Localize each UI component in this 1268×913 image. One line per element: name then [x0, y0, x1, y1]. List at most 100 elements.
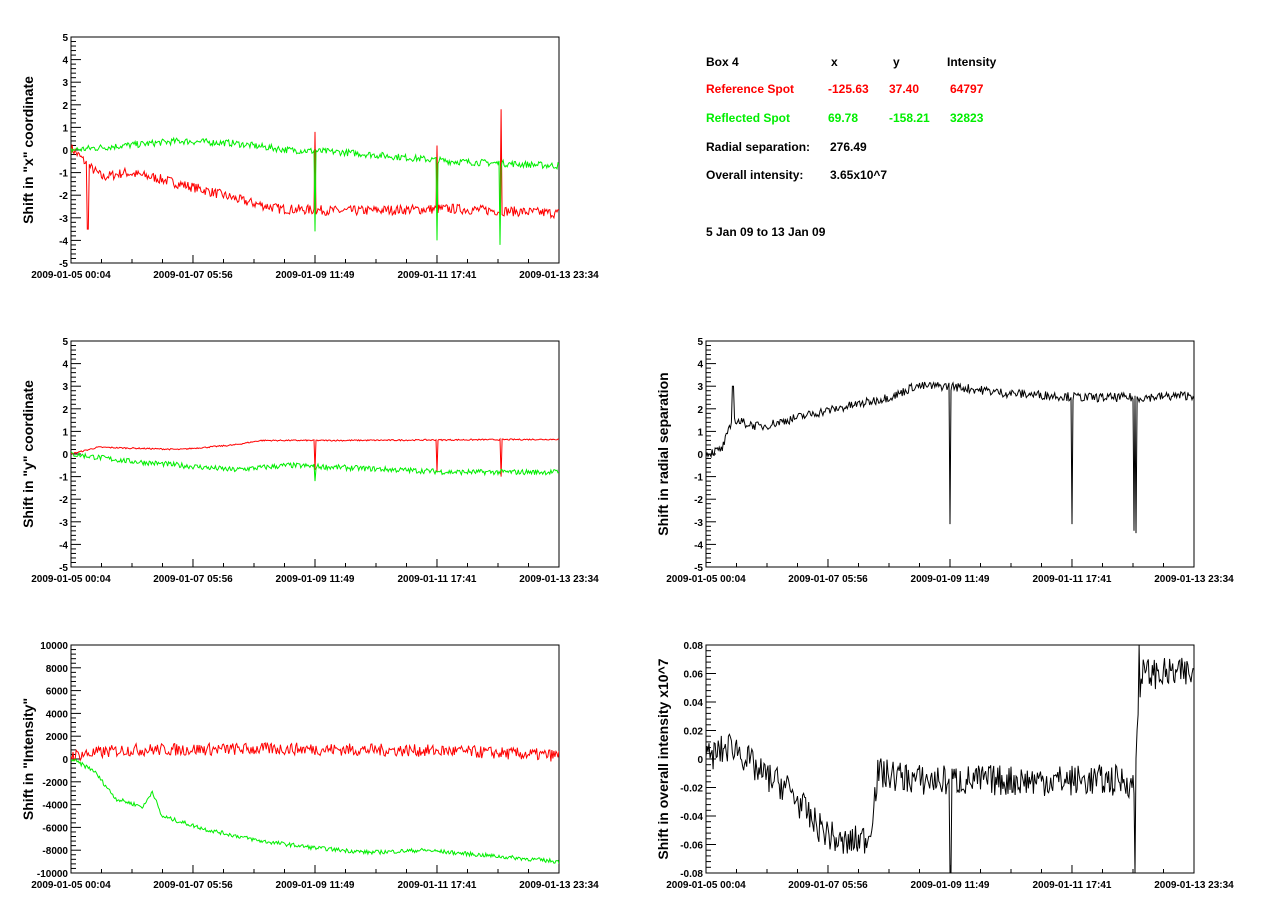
series-line-0	[71, 437, 559, 477]
plot-frame	[70, 340, 560, 568]
x-tick-label: 2009-01-11 17:41	[1032, 574, 1111, 585]
overall-intensity-label: Overall intensity:	[706, 168, 804, 182]
info-header-y: y	[893, 55, 900, 69]
series-line-0	[706, 645, 1194, 873]
y-tick-label: 0	[62, 146, 68, 157]
y-tick-label: 4	[62, 360, 68, 371]
y-shift-chart: -5 -4 -3 -2 -1 0 1 2 3 4 5 2009-01-05 00:04 2009-01-…	[20, 337, 599, 585]
series-line-1	[71, 136, 559, 245]
y-tick-label: -3	[59, 214, 68, 225]
y-tick-label: 0	[697, 755, 703, 766]
y-tick-label: 5	[62, 337, 68, 348]
x-tick-label: 2009-01-05 00:04	[31, 270, 111, 281]
intensity-shift-chart: -10000 -8000 -6000 -4000 -2000 0 2000 4000 6000 8…	[20, 641, 599, 891]
y-tick-label: 0.04	[684, 698, 704, 709]
y-tick-label: -6000	[42, 823, 68, 834]
radial-shift-chart: -5 -4 -3 -2 -1 0 1 2 3 4 5 2009-01-05 00:04 2009-01-…	[655, 337, 1234, 585]
y-tick-label: 4	[697, 360, 703, 371]
y-tick-label: -8000	[42, 846, 68, 857]
y-tick-label: -5	[694, 563, 703, 574]
y-tick-label: 0	[62, 450, 68, 461]
y-tick-label: -0.08	[680, 869, 703, 880]
x-tick-label: 2009-01-11 17:41	[397, 880, 476, 891]
reference-spot-x: -125.63	[828, 82, 869, 96]
y-tick-label: 0.06	[684, 670, 704, 681]
x-tick-label: 2009-01-05 00:04	[31, 880, 111, 891]
x-tick-label: 2009-01-13 23:34	[519, 270, 599, 281]
x-tick-label: 2009-01-11 17:41	[1032, 880, 1111, 891]
x-tick-label: 2009-01-13 23:34	[1154, 880, 1234, 891]
y-tick-label: 10000	[40, 641, 68, 652]
reflected-spot-label: Reflected Spot	[706, 111, 791, 125]
info-header-x: x	[831, 55, 838, 69]
x-tick-label: 2009-01-07 05:56	[153, 270, 233, 281]
y-tick-label: -4000	[42, 801, 68, 812]
y-tick-label: -5	[59, 563, 68, 574]
y-tick-label: -2	[59, 191, 68, 202]
y-axis-label: Shift in "Intensity"	[20, 698, 36, 820]
y-axis-label: Shift in overall intensity x10^7	[655, 658, 671, 859]
y-tick-label: 2000	[46, 732, 69, 743]
x-tick-label: 2009-01-13 23:34	[519, 880, 599, 891]
reference-spot-label: Reference Spot	[706, 82, 795, 96]
x-tick-label: 2009-01-07 05:56	[153, 574, 233, 585]
series-line-1	[71, 758, 559, 864]
x-tick-label: 2009-01-05 00:04	[666, 880, 746, 891]
series-line-1	[71, 451, 559, 482]
y-tick-label: -0.02	[680, 784, 703, 795]
y-tick-label: 2	[62, 405, 68, 416]
y-tick-label: -2	[694, 495, 703, 506]
radial-separation-value: 276.49	[830, 140, 867, 154]
y-tick-label: 5	[62, 33, 68, 44]
reference-spot-intensity: 64797	[950, 82, 984, 96]
y-tick-label: 5	[697, 337, 703, 348]
y-tick-label: 0	[697, 450, 703, 461]
series-line-0	[71, 741, 559, 762]
y-tick-label: -3	[59, 518, 68, 529]
plot-frame	[70, 644, 560, 874]
y-tick-label: 2	[697, 405, 703, 416]
y-tick-label: -1	[59, 473, 68, 484]
x-tick-label: 2009-01-09 11:49	[911, 880, 990, 891]
x-tick-label: 2009-01-11 17:41	[397, 270, 476, 281]
y-tick-label: -10000	[37, 869, 69, 880]
y-tick-label: -4	[694, 540, 703, 551]
radial-separation-label: Radial separation:	[706, 140, 811, 154]
y-axis-label: Shift in "x" coordinate	[20, 76, 36, 224]
reference-spot-y: 37.40	[889, 82, 920, 96]
x-tick-label: 2009-01-09 11:49	[276, 880, 355, 891]
y-tick-label: 6000	[46, 687, 69, 698]
y-tick-label: -1	[59, 169, 68, 180]
y-tick-label: 3	[697, 382, 703, 393]
y-tick-label: 3	[62, 78, 68, 89]
x-tick-label: 2009-01-09 11:49	[911, 574, 990, 585]
y-tick-label: 0	[62, 755, 68, 766]
x-tick-label: 2009-01-09 11:49	[276, 270, 355, 281]
x-tick-label: 2009-01-07 05:56	[788, 880, 868, 891]
x-tick-label: 2009-01-07 05:56	[788, 574, 868, 585]
overall-intensity-shift-chart: -0.08 -0.06 -0.04 -0.02 0 0.02 0.04 0.06 0.08 200…	[655, 641, 1234, 891]
y-tick-label: -5	[59, 259, 68, 270]
date-range: 5 Jan 09 to 13 Jan 09	[706, 225, 826, 239]
series-line-0	[706, 381, 1194, 534]
y-tick-label: -1	[694, 473, 703, 484]
series-line-0	[71, 109, 559, 230]
reflected-spot-intensity: 32823	[950, 111, 984, 125]
x-tick-label: 2009-01-05 00:04	[31, 574, 111, 585]
y-tick-label: 1	[62, 123, 68, 134]
info-box-title: Box 4	[706, 55, 739, 69]
x-tick-label: 2009-01-11 17:41	[397, 574, 476, 585]
y-tick-label: 0.08	[684, 641, 704, 652]
y-axis-label: Shift in radial separation	[655, 372, 671, 535]
x-shift-chart: -5 -4 -3 -2 -1 0 1 2 3 4 5 2009-01-05 00:04 2009-01-…	[20, 33, 599, 281]
y-tick-label: 1	[697, 427, 703, 438]
reflected-spot-y: -158.21	[889, 111, 930, 125]
y-tick-label: -0.04	[680, 812, 703, 823]
y-tick-label: 0.02	[684, 727, 704, 738]
y-tick-label: -4	[59, 540, 68, 551]
x-tick-label: 2009-01-07 05:56	[153, 880, 233, 891]
y-tick-label: -3	[694, 518, 703, 529]
y-axis-label: Shift in "y" coordinate	[20, 380, 36, 528]
y-tick-label: 2	[62, 101, 68, 112]
